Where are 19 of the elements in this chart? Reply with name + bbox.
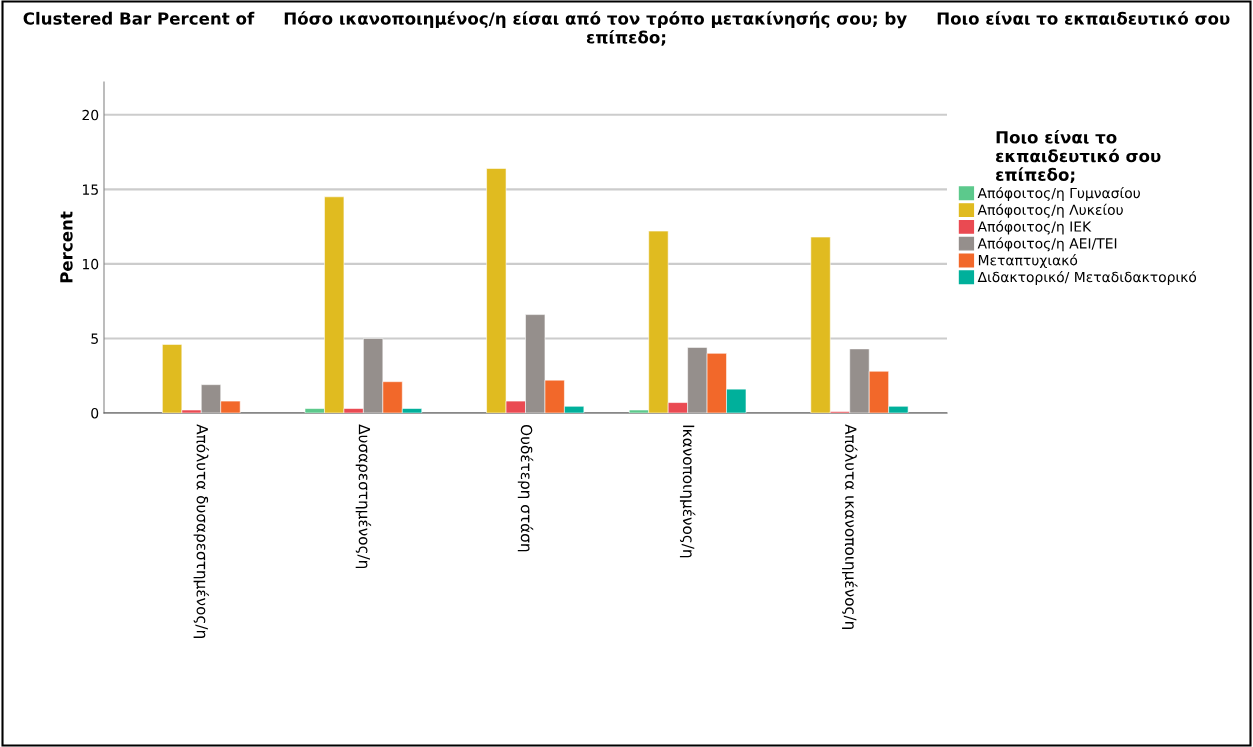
y-tick-label: 0	[91, 407, 99, 419]
y-tick-label: 5	[91, 333, 98, 344]
legend-label: Απόφοιτος/η ΑΕΙ/ΤΕΙ	[977, 237, 1117, 252]
legend-label: Απόφοιτος/η Λυκείου	[977, 203, 1123, 218]
y-tick-label: 20	[82, 109, 99, 121]
chart-title: Clustered Bar Percent of Πόσο ικανοποιημένος/η είσαι από τον τρόπο μετακίνησής σου; by Ποιο είναι το εκπαιδευτικό σου επίπεδο;	[23, 11, 1230, 46]
legend-label: Μεταπτυχιακό	[978, 254, 1078, 269]
y-axis-title: Percent	[60, 211, 73, 283]
legend-label: Απόφοιτος/η Γυμνασίου	[977, 186, 1140, 201]
x-tick-label: Ικανοποιημένος/η	[679, 425, 696, 558]
legend-label: Διδακτορικό/ Μεταδιδακτορικό	[977, 270, 1197, 285]
y-tick-label: 10	[82, 258, 99, 270]
x-tick-label: Απόλυτα δυσαρεστημένος/η	[193, 424, 209, 638]
legend-title: Ποιο είναι το εκπαιδευτικό σου επίπεδο;	[996, 130, 1161, 184]
x-tick-label: Δυσαρεστημένος/η	[355, 424, 372, 569]
legend-label: Απόφοιτος/η ΙΕΚ	[977, 220, 1092, 235]
x-tick-label: Απόλυτα ικανοποιημένος/η	[842, 424, 858, 629]
x-tick-label: Ουδέτερη στάση	[517, 424, 534, 552]
y-tick-label: 15	[82, 184, 98, 195]
